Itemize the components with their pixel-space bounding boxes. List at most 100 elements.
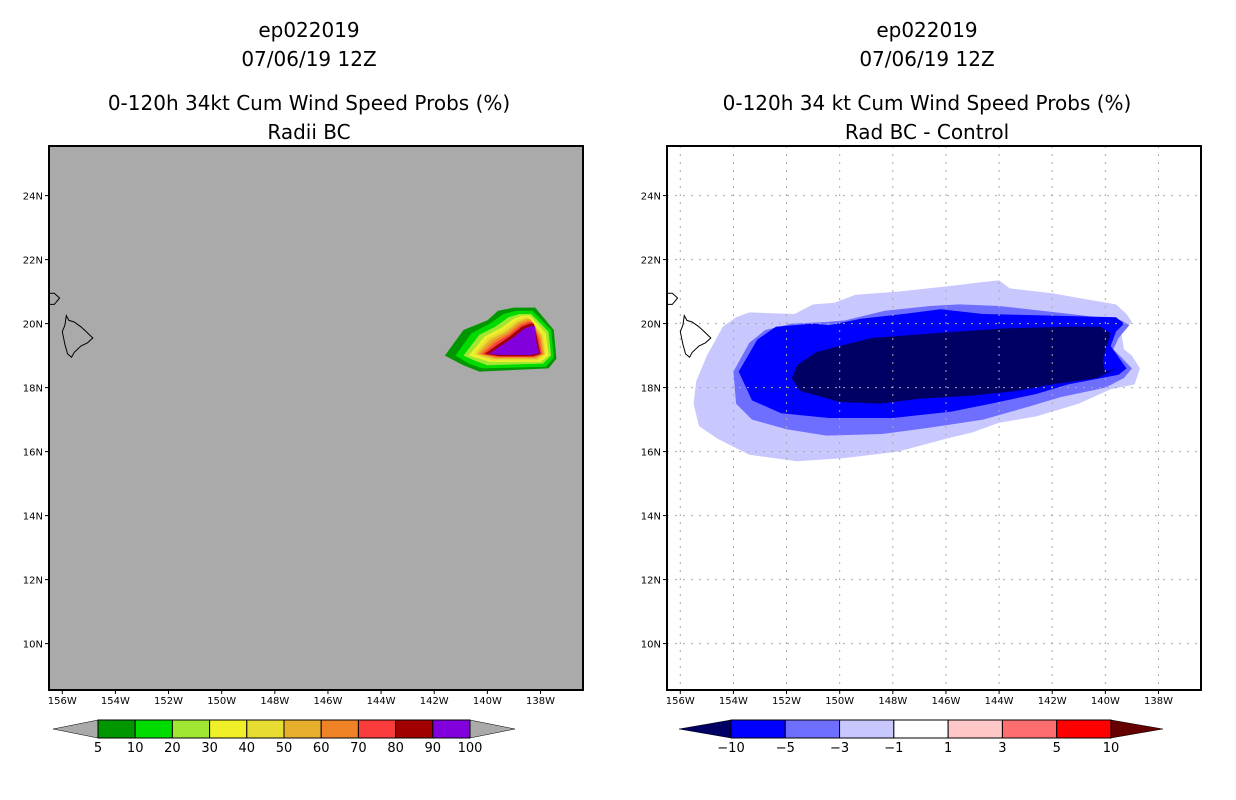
y-tick-label: 10N bbox=[641, 640, 661, 651]
colorbar-swatch bbox=[839, 719, 895, 739]
date-title: 07/06/19 12Z bbox=[241, 47, 376, 71]
x-tick-label: 152W bbox=[772, 696, 801, 707]
colorbar-label: −3 bbox=[830, 741, 849, 756]
x-tick-label: 156W bbox=[48, 696, 77, 707]
colorbar-label: −10 bbox=[717, 741, 744, 756]
colorbar-swatch bbox=[893, 719, 949, 739]
contour-fills bbox=[693, 280, 1140, 462]
plot-frame bbox=[666, 145, 1202, 691]
panel-radii-bc: ep022019 07/06/19 12Z 0-120h 34kt Cum Wi… bbox=[23, 18, 584, 756]
x-tick-label: 150W bbox=[825, 696, 854, 707]
colorbar-label: 30 bbox=[201, 741, 218, 756]
x-tick-label: 154W bbox=[719, 696, 748, 707]
contour-below--10 bbox=[791, 326, 1116, 404]
y-tick-label: 12N bbox=[641, 576, 661, 587]
plot-background bbox=[49, 146, 583, 690]
x-axis: 156W 154W 152W 150W 148W 146W 144W 142W 140W 138W bbox=[48, 690, 555, 707]
colorbar-label: 80 bbox=[387, 741, 404, 756]
colorbar-label: 60 bbox=[313, 741, 330, 756]
colorbar-label: 40 bbox=[239, 741, 256, 756]
y-tick-label: 18N bbox=[23, 384, 43, 395]
colorbar-under-arrow bbox=[678, 719, 732, 739]
product-title: 0-120h 34 kt Cum Wind Speed Probs (%) bbox=[723, 91, 1132, 115]
colorbar: 5 10 20 30 40 50 60 70 80 90 100 bbox=[52, 719, 516, 756]
colorbar-swatch bbox=[395, 719, 434, 739]
colorbar-over-arrow bbox=[469, 719, 516, 739]
colorbar-label: 3 bbox=[998, 741, 1006, 756]
storm-id-title: ep022019 bbox=[258, 18, 359, 42]
x-tick-label: 148W bbox=[260, 696, 289, 707]
colorbar-label: −1 bbox=[884, 741, 903, 756]
contour-90-100 bbox=[488, 326, 540, 355]
colorbar-label: 100 bbox=[458, 741, 483, 756]
y-tick-label: 20N bbox=[641, 320, 661, 331]
y-tick-label: 20N bbox=[23, 320, 43, 331]
coastline-big-island bbox=[679, 314, 712, 358]
y-tick-label: 24N bbox=[23, 192, 43, 203]
date-title: 07/06/19 12Z bbox=[859, 47, 994, 71]
y-tick-label: 16N bbox=[23, 448, 43, 459]
y-axis: 24N 22N 20N 18N 16N 14N 12N 10N bbox=[641, 192, 667, 651]
colorbar-swatch bbox=[97, 719, 136, 739]
colorbar-under-arrow bbox=[52, 719, 99, 739]
subtitle: Radii BC bbox=[267, 120, 350, 144]
y-tick-label: 14N bbox=[23, 512, 43, 523]
x-tick-label: 144W bbox=[985, 696, 1014, 707]
x-tick-label: 148W bbox=[878, 696, 907, 707]
colorbar-swatch bbox=[357, 719, 397, 739]
x-tick-label: 146W bbox=[931, 696, 960, 707]
colorbar-label: 50 bbox=[276, 741, 293, 756]
colorbar-label: 10 bbox=[127, 741, 144, 756]
colorbar-label: 1 bbox=[944, 741, 952, 756]
colorbar-swatch bbox=[1001, 719, 1058, 739]
colorbar-swatch bbox=[320, 719, 359, 739]
colorbar: −10 −5 −3 −1 1 3 5 10 bbox=[678, 719, 1164, 756]
x-tick-label: 140W bbox=[473, 696, 502, 707]
x-tick-label: 142W bbox=[420, 696, 449, 707]
colorbar-label: 5 bbox=[94, 741, 102, 756]
colorbar-label: 90 bbox=[425, 741, 442, 756]
x-tick-label: 138W bbox=[1144, 696, 1173, 707]
colorbar-over-arrow bbox=[1110, 719, 1164, 739]
x-tick-label: 156W bbox=[666, 696, 695, 707]
colorbar-swatch bbox=[209, 719, 248, 739]
colorbar-swatch bbox=[784, 719, 841, 739]
y-tick-label: 22N bbox=[641, 256, 661, 267]
y-tick-label: 16N bbox=[641, 448, 661, 459]
colorbar-label: 20 bbox=[164, 741, 181, 756]
x-tick-label: 152W bbox=[154, 696, 183, 707]
contour-fills bbox=[444, 307, 557, 372]
subtitle: Rad BC - Control bbox=[845, 120, 1009, 144]
x-tick-label: 154W bbox=[101, 696, 130, 707]
colorbar-label: 70 bbox=[350, 741, 367, 756]
colorbar-swatch bbox=[947, 719, 1003, 739]
x-tick-label: 140W bbox=[1091, 696, 1120, 707]
colorbar-swatch bbox=[246, 719, 285, 739]
y-tick-label: 18N bbox=[641, 384, 661, 395]
x-tick-label: 144W bbox=[367, 696, 396, 707]
colorbar-swatch bbox=[283, 719, 322, 739]
storm-id-title: ep022019 bbox=[876, 18, 977, 42]
panel-rad-bc-minus-control: ep022019 07/06/19 12Z 0-120h 34 kt Cum W… bbox=[641, 18, 1202, 756]
y-tick-label: 12N bbox=[23, 576, 43, 587]
x-tick-label: 142W bbox=[1038, 696, 1067, 707]
colorbar-swatch bbox=[1056, 719, 1112, 739]
colorbar-swatch bbox=[134, 719, 173, 739]
colorbar-label: 5 bbox=[1053, 741, 1061, 756]
colorbar-label: −5 bbox=[776, 741, 795, 756]
coastline-big-island bbox=[61, 314, 94, 358]
colorbar-swatch bbox=[171, 719, 211, 739]
x-axis: 156W 154W 152W 150W 148W 146W 144W 142W 140W 138W bbox=[666, 690, 1173, 707]
x-tick-label: 146W bbox=[313, 696, 342, 707]
x-tick-label: 150W bbox=[207, 696, 236, 707]
y-tick-label: 22N bbox=[23, 256, 43, 267]
product-title: 0-120h 34kt Cum Wind Speed Probs (%) bbox=[108, 91, 510, 115]
colorbar-label: 10 bbox=[1103, 741, 1120, 756]
grid-lines bbox=[667, 146, 1201, 690]
x-tick-label: 138W bbox=[526, 696, 555, 707]
y-tick-label: 10N bbox=[23, 640, 43, 651]
y-axis: 24N 22N 20N 18N 16N 14N 12N 10N bbox=[23, 192, 49, 651]
y-tick-label: 24N bbox=[641, 192, 661, 203]
y-tick-label: 14N bbox=[641, 512, 661, 523]
